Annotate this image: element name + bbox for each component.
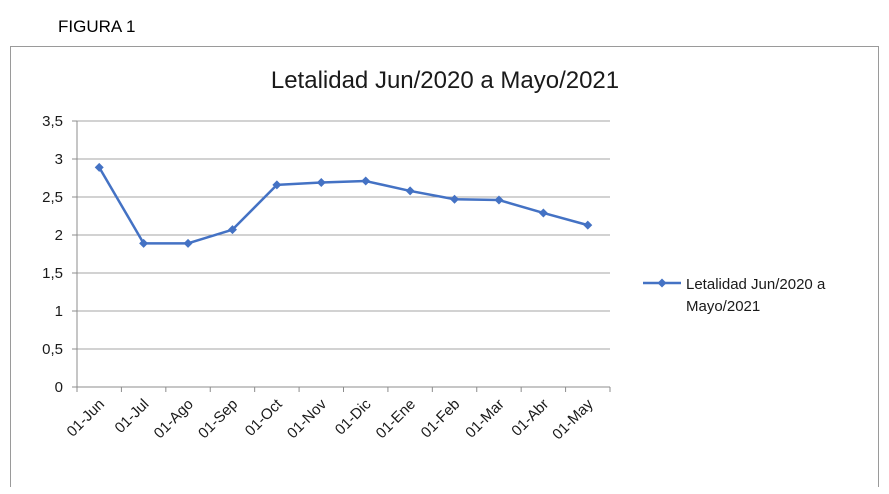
legend-label: Letalidad Jun/2020 a Mayo/2021 <box>686 276 826 315</box>
data-point-marker <box>450 194 460 204</box>
y-tick-label: 1 <box>55 303 63 320</box>
data-point-marker <box>139 238 149 248</box>
x-tick-label: 01-Ago <box>151 396 197 442</box>
y-tick-label: 3,5 <box>42 113 63 130</box>
data-point-marker <box>316 178 326 188</box>
x-tick-label: 01-Sep <box>195 396 241 442</box>
chart-title: Letalidad Jun/2020 a Mayo/2021 <box>271 67 619 94</box>
data-point-marker <box>583 220 593 230</box>
legend-marker-icon <box>657 278 667 288</box>
x-tick-label: 01-Jun <box>64 396 108 440</box>
x-tick-label: 01-Feb <box>418 396 464 442</box>
series-line <box>98 166 589 245</box>
x-tick-label: 01-Mar <box>462 396 508 442</box>
data-point-marker <box>272 180 282 190</box>
x-tick-label: 01-Dic <box>332 395 375 438</box>
y-tick-label: 2 <box>55 227 63 244</box>
x-tick-label: 01-May <box>549 395 597 443</box>
legend: Letalidad Jun/2020 a Mayo/2021 <box>643 276 826 315</box>
data-point-marker <box>494 195 504 205</box>
data-point-marker <box>405 186 415 196</box>
y-tick-label: 1,5 <box>42 265 63 282</box>
y-tick-label: 0,5 <box>42 341 63 358</box>
chart-frame <box>10 46 879 487</box>
figure-label: FIGURA 1 <box>58 17 136 36</box>
data-point-marker <box>227 225 237 235</box>
gridlines <box>77 120 610 350</box>
y-tick-label: 3 <box>55 151 63 168</box>
y-tick-label: 0 <box>55 379 63 396</box>
series-group <box>94 162 593 248</box>
data-point-marker <box>538 208 548 218</box>
x-tick-label: 01-Nov <box>284 395 331 442</box>
x-tick-label: 01-Ene <box>373 396 419 442</box>
data-point-marker <box>183 238 193 248</box>
y-axis: 0 0,5 1 1,5 2 2,5 3 3,5 <box>42 113 78 396</box>
x-tick-label: 01-Jul <box>112 396 153 437</box>
x-tick-label: 01-Oct <box>242 395 286 439</box>
x-tick-label: 01-Abr <box>508 396 552 440</box>
data-point-marker <box>361 176 371 186</box>
data-point-marker <box>94 162 104 172</box>
y-tick-label: 2,5 <box>42 189 63 206</box>
